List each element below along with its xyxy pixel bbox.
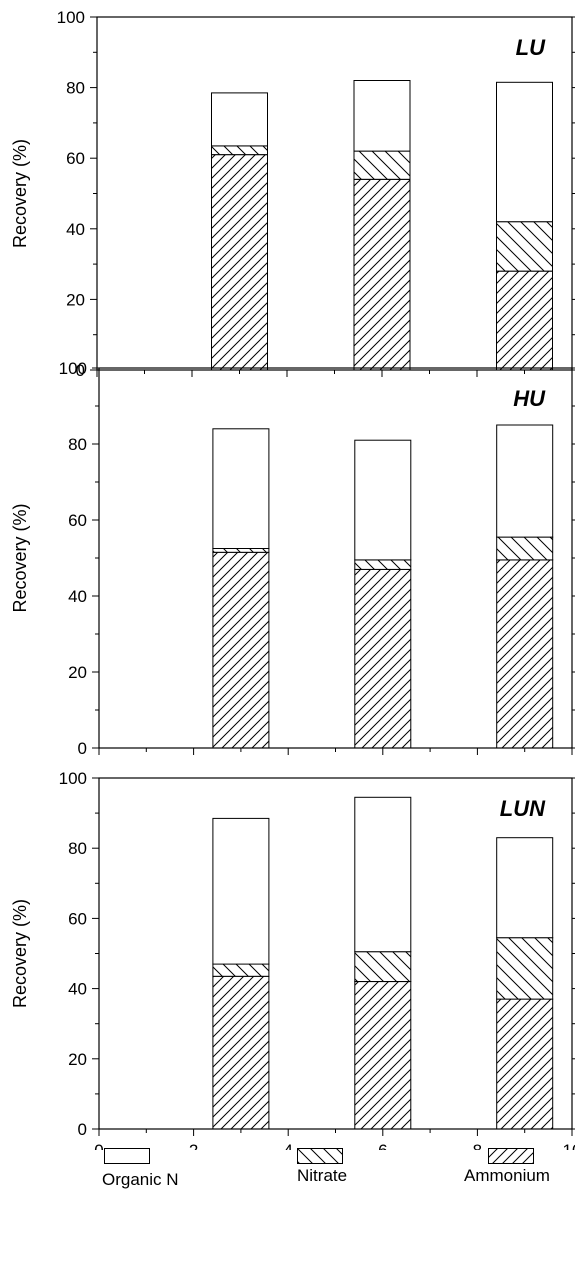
bar-lu-organic-n-9 [496, 81, 553, 223]
legend-swatch-ammonium [488, 1148, 534, 1164]
legend-label-nitrate: Nitrate [297, 1166, 348, 1185]
panel-label-lu: LU [516, 35, 546, 60]
y-axis-label-hu: Recovery (%) [10, 503, 30, 612]
y-tick-label-lun: 40 [68, 980, 87, 999]
y-tick-label-lu: 100 [57, 8, 85, 27]
panel-label-hu: HU [513, 386, 546, 411]
x-tick-label: 6 [378, 1141, 387, 1150]
panel-label-lun: LUN [500, 796, 546, 821]
y-tick-label-lu: 20 [66, 290, 85, 309]
y-tick-label-hu: 80 [68, 435, 87, 454]
bar-lun-organic-n-9 [496, 837, 554, 939]
bar-hu-organic-n-6 [354, 439, 412, 561]
y-tick-label-lun: 20 [68, 1050, 87, 1069]
bar-hu-ammonium-3 [212, 551, 270, 749]
bar-lun-organic-n-6 [354, 796, 412, 953]
y-tick-label-lun: 100 [59, 769, 87, 788]
bar-lun-ammonium-3 [212, 975, 270, 1130]
legend-swatch-nitrate [297, 1148, 343, 1164]
bar-hu-nitrate-9 [496, 536, 554, 561]
y-tick-label-lu: 0 [76, 361, 85, 380]
bar-lu-ammonium-3 [211, 154, 268, 371]
bar-lun-nitrate-6 [354, 951, 412, 983]
y-tick-label-hu: 40 [68, 587, 87, 606]
x-tick-label: 8 [473, 1141, 482, 1150]
y-tick-label-lu: 80 [66, 79, 85, 98]
panel-hu: 0 20 40 60 80 100 Recovery (%) HU [10, 359, 575, 758]
y-tick-label-hu: 60 [68, 511, 87, 530]
bar-lun-organic-n-3 [212, 817, 270, 965]
x-tick-label: 4 [283, 1141, 292, 1150]
x-tick-label: 10 [563, 1141, 575, 1150]
bar-hu-nitrate-6 [354, 559, 412, 570]
y-tick-label-lu: 40 [66, 220, 85, 239]
bar-lu-organic-n-3 [211, 92, 268, 147]
bar-lun-nitrate-9 [496, 937, 554, 1000]
y-tick-label-lu: 60 [66, 149, 85, 168]
bar-lu-nitrate-3 [211, 145, 268, 156]
y-tick-label-lun: 0 [78, 1120, 87, 1139]
y-axis-label-lun: Recovery (%) [10, 899, 30, 1008]
bar-lu-ammonium-6 [353, 178, 411, 371]
y-axis-label-lu: Recovery (%) [10, 139, 30, 248]
bar-lun-ammonium-6 [354, 981, 412, 1130]
y-tick-label-lun: 60 [68, 909, 87, 928]
panel-lun: 0204060801000246810Time (d)Recovery (%)L… [10, 769, 575, 1150]
bar-lu-organic-n-6 [353, 80, 411, 152]
bar-lu-nitrate-9 [496, 221, 553, 272]
y-tick-label-hu: 20 [68, 663, 87, 682]
bar-hu-organic-n-9 [496, 424, 554, 538]
bar-hu-organic-n-3 [212, 428, 270, 549]
bar-hu-ammonium-6 [354, 568, 412, 749]
bar-lun-nitrate-3 [212, 963, 270, 977]
legend-swatch-organic-n [104, 1148, 150, 1164]
legend-label-organic-n: Organic N [102, 1170, 179, 1189]
y-tick-label-lun: 80 [68, 839, 87, 858]
x-tick-label: 2 [189, 1141, 198, 1150]
bar-hu-nitrate-3 [212, 548, 270, 553]
bar-hu-ammonium-9 [496, 559, 554, 749]
panel-lu: 0 20 40 60 80 100 Recovery (%) LU [10, 8, 575, 380]
legend-label-ammonium: Ammonium [464, 1166, 550, 1185]
bar-lu-ammonium-9 [496, 270, 553, 371]
legend: Organic N Nitrate Ammonium [0, 1148, 575, 1276]
bar-lun-ammonium-9 [496, 998, 554, 1130]
x-tick-label: 0 [94, 1141, 103, 1150]
y-tick-label-hu: 0 [78, 739, 87, 758]
bar-lu-nitrate-6 [353, 150, 411, 180]
y-tick-label-hu: 100 [59, 359, 87, 378]
